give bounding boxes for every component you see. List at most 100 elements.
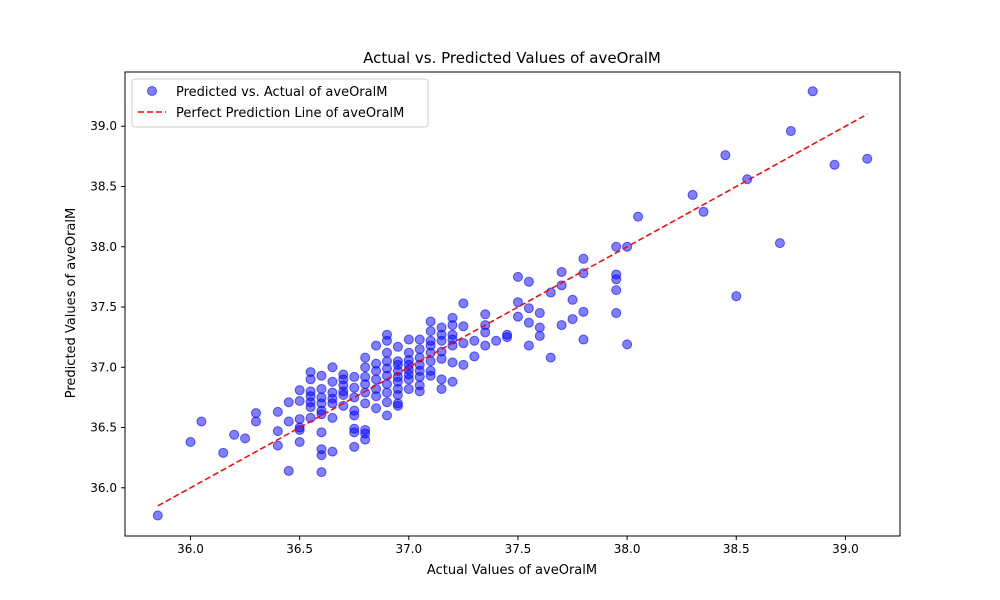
scatter-point (381, 347, 392, 358)
scatter-point (381, 335, 392, 346)
scatter-point (436, 383, 447, 394)
scatter-point (381, 410, 392, 421)
scatter-point (480, 309, 491, 320)
scatter-point (534, 330, 545, 341)
scatter-point (774, 238, 785, 249)
perfect-prediction-line-segment (157, 113, 868, 507)
scatter-point (294, 396, 305, 407)
scatter-point (829, 159, 840, 170)
scatter-point (720, 150, 731, 161)
scatter-point (250, 416, 261, 427)
scatter-point (436, 335, 447, 346)
scatter-point (403, 334, 414, 345)
scatter-point (349, 382, 360, 393)
scatter-point (567, 314, 578, 325)
scatter-point (360, 379, 371, 390)
scatter-point (687, 189, 698, 200)
scatter-point (534, 308, 545, 319)
scatter-point (862, 153, 873, 164)
scatter-point (523, 303, 534, 314)
scatter-point (371, 365, 382, 376)
scatter-point (447, 357, 458, 368)
scatter-point (447, 320, 458, 331)
chart-title: Actual vs. Predicted Values of aveOralM (363, 49, 661, 67)
x-tick-label: 36.5 (286, 542, 313, 556)
scatter-point (458, 298, 469, 309)
scatter-point (349, 427, 360, 438)
scatter-point (338, 389, 349, 400)
scatter-point (447, 376, 458, 387)
scatter-point (807, 86, 818, 97)
scatter-point (425, 326, 436, 337)
plot-area-frame (124, 71, 901, 537)
scatter-point (316, 383, 327, 394)
scatter-point (469, 335, 480, 346)
scatter-point (731, 291, 742, 302)
scatter-point (611, 274, 622, 285)
scatter-point (360, 362, 371, 373)
scatter-point (567, 294, 578, 305)
scatter-point (480, 327, 491, 338)
scatter-point (436, 374, 447, 385)
legend-marker-scatter (147, 86, 157, 96)
scatter-point (622, 339, 633, 350)
axis-ticks: 36.0 36.5 37.0 37.5 38.0 38.5 39.0 36.0 36.5 37.0… (90, 119, 859, 556)
scatter-point (196, 416, 207, 427)
scatter-point (349, 392, 360, 403)
scatter-point (360, 387, 371, 398)
scatter-point (381, 387, 392, 398)
scatter-point (360, 352, 371, 363)
scatter-point (414, 344, 425, 355)
scatter-point (414, 386, 425, 397)
x-tick-label: 37.0 (395, 542, 422, 556)
scatter-point (556, 267, 567, 278)
scatter-point (283, 465, 294, 476)
x-tick-label: 36.0 (177, 542, 204, 556)
scatter-point (403, 383, 414, 394)
scatter-point (458, 359, 469, 370)
scatter-point (316, 467, 327, 478)
scatter-point (545, 352, 556, 363)
y-tick-label: 37.0 (90, 360, 117, 374)
scatter-point (381, 379, 392, 390)
scatter-point (360, 434, 371, 445)
scatter-point (272, 406, 283, 417)
x-tick-label: 38.0 (614, 542, 641, 556)
scatter-point (316, 427, 327, 438)
scatter-point (414, 371, 425, 382)
scatter-point (512, 271, 523, 282)
scatter-point (327, 398, 338, 409)
scatter-point (152, 510, 163, 521)
scatter-point (523, 317, 534, 328)
scatter-point (305, 374, 316, 385)
x-tick-label: 39.0 (832, 542, 859, 556)
scatter-point (371, 403, 382, 414)
legend-box (131, 78, 429, 128)
scatter-point (491, 335, 502, 346)
scatter-point (502, 332, 513, 343)
y-tick-label: 39.0 (90, 119, 117, 133)
y-tick-label: 36.0 (90, 481, 117, 495)
scatter-point (392, 400, 403, 411)
scatter-point (381, 397, 392, 408)
scatter-point (371, 391, 382, 402)
scatter-point (240, 433, 251, 444)
scatter-point (327, 376, 338, 387)
scatter-point (272, 440, 283, 451)
scatter-point (218, 447, 229, 458)
scatter-point (523, 340, 534, 351)
scatter-point (523, 276, 534, 287)
scatter-point (294, 414, 305, 425)
scatter-point (447, 340, 458, 351)
scatter-point (371, 374, 382, 385)
scatter-point (392, 389, 403, 400)
scatter-point (371, 340, 382, 351)
y-axis-label: Predicted Values of aveOralM (64, 208, 79, 398)
scatter-point (360, 398, 371, 409)
scatter-point (272, 426, 283, 437)
scatter-point (425, 356, 436, 367)
scatter-point (403, 374, 414, 385)
scatter-point (534, 322, 545, 333)
scatter-point (316, 370, 327, 381)
scatter-point (698, 206, 709, 217)
